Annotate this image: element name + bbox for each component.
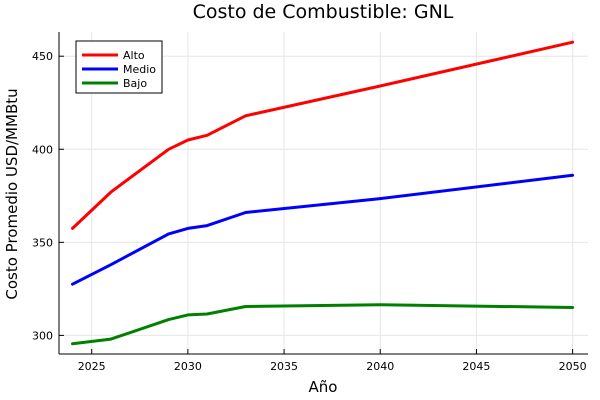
x-tick-label: 2035 bbox=[270, 360, 298, 373]
x-tick-label: 2025 bbox=[78, 360, 106, 373]
series-line-alto bbox=[71, 40, 575, 230]
x-tick-label: 2030 bbox=[174, 360, 202, 373]
legend-label-bajo: Bajo bbox=[123, 77, 147, 90]
series-line-bajo bbox=[71, 303, 575, 346]
series-lines bbox=[71, 40, 575, 346]
legend-label-medio: Medio bbox=[123, 63, 156, 76]
x-tick-label: 2040 bbox=[366, 360, 394, 373]
x-tick-label: 2050 bbox=[559, 360, 587, 373]
y-tick-label: 400 bbox=[32, 143, 53, 156]
axes bbox=[58, 32, 588, 355]
series-line-medio bbox=[71, 173, 575, 286]
y-tick-label: 350 bbox=[32, 236, 53, 249]
x-tick-label: 2045 bbox=[462, 360, 490, 373]
y-tick-label: 450 bbox=[32, 50, 53, 63]
chart-title: Costo de Combustible: GNL bbox=[193, 1, 454, 23]
tick-labels: 2025 2030 2035 2040 2045 2050 300 350 400 450 bbox=[32, 50, 587, 373]
x-axis-label: Año bbox=[309, 378, 338, 396]
legend-label-alto: Alto bbox=[123, 49, 145, 62]
y-tick-label: 300 bbox=[32, 329, 53, 342]
y-axis-label: Costo Promedio USD/MMBtu bbox=[3, 88, 21, 299]
grid bbox=[59, 32, 588, 354]
